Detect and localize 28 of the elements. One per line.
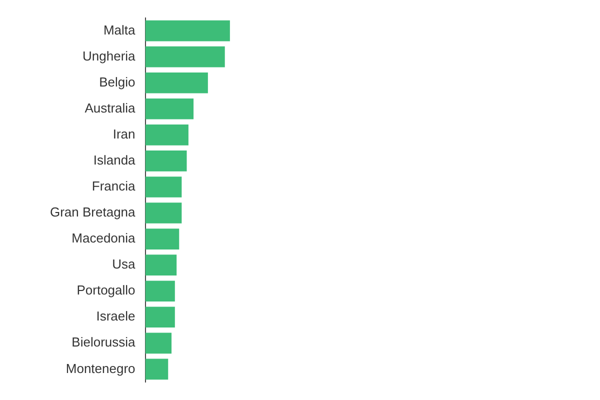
y-tick-label: Israele (96, 308, 136, 324)
bar (145, 306, 175, 328)
bar (145, 176, 182, 198)
y-tick-label: Iran (112, 126, 136, 142)
y-tick-label: Usa (112, 256, 136, 272)
bar (145, 20, 230, 42)
y-tick-label: Macedonia (72, 230, 136, 246)
y-tick-label: Francia (92, 178, 136, 194)
bar (145, 150, 187, 172)
bar (145, 254, 177, 276)
bar (145, 46, 225, 68)
bar (145, 72, 208, 94)
bar (145, 358, 168, 380)
bar (145, 202, 182, 224)
y-tick-label: Portogallo (76, 282, 136, 298)
bar (145, 332, 172, 354)
y-tick-label: Islanda (93, 152, 136, 168)
bar (145, 228, 180, 250)
y-tick-label: Malta (103, 22, 136, 38)
bar (145, 124, 188, 146)
y-tick-label: Bielorussia (72, 334, 136, 350)
y-tick-label: Montenegro (66, 360, 136, 376)
y-tick-label: Australia (84, 100, 136, 116)
bar (145, 280, 175, 302)
y-tick-label: Ungheria (82, 48, 136, 64)
y-tick-label: Gran Bretagna (50, 204, 136, 220)
bar (145, 98, 194, 120)
y-tick-label: Belgio (99, 74, 136, 90)
